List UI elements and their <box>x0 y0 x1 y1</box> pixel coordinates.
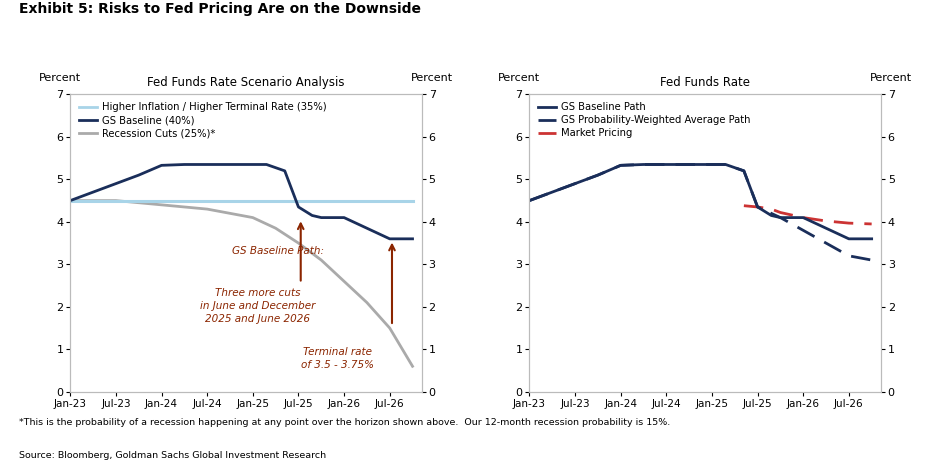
Text: Percent: Percent <box>870 73 912 83</box>
Text: Terminal rate
of 3.5 - 3.75%: Terminal rate of 3.5 - 3.75% <box>300 347 373 371</box>
Text: *This is the probability of a recession happening at any point over the horizon : *This is the probability of a recession … <box>19 418 669 427</box>
Text: Exhibit 5: Risks to Fed Pricing Are on the Downside: Exhibit 5: Risks to Fed Pricing Are on t… <box>19 2 420 17</box>
Text: Percent: Percent <box>497 73 539 83</box>
Text: GS Baseline Path:: GS Baseline Path: <box>232 246 324 256</box>
Title: Fed Funds Rate Scenario Analysis: Fed Funds Rate Scenario Analysis <box>147 76 344 89</box>
Title: Fed Funds Rate: Fed Funds Rate <box>659 76 750 89</box>
Text: Percent: Percent <box>38 73 80 83</box>
Legend: Higher Inflation / Higher Terminal Rate (35%), GS Baseline (40%), Recession Cuts: Higher Inflation / Higher Terminal Rate … <box>79 102 326 138</box>
Text: Source: Bloomberg, Goldman Sachs Global Investment Research: Source: Bloomberg, Goldman Sachs Global … <box>19 451 326 460</box>
Text: Three more cuts
in June and December
2025 and June 2026: Three more cuts in June and December 202… <box>199 287 314 324</box>
Legend: GS Baseline Path, GS Probability-Weighted Average Path, Market Pricing: GS Baseline Path, GS Probability-Weighte… <box>537 102 750 138</box>
Text: Percent: Percent <box>411 73 453 83</box>
